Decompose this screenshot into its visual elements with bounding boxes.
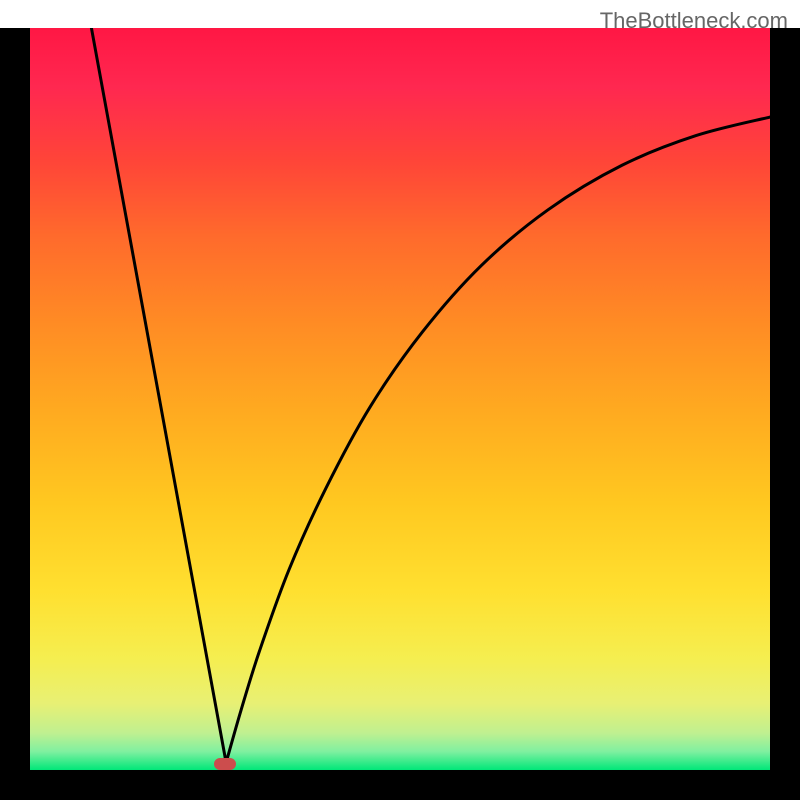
bottleneck-curve xyxy=(30,28,770,770)
plot-area xyxy=(30,28,770,770)
sweet-spot-marker xyxy=(214,758,236,770)
chart-frame xyxy=(0,28,800,800)
watermark-text: TheBottleneck.com xyxy=(600,8,788,34)
